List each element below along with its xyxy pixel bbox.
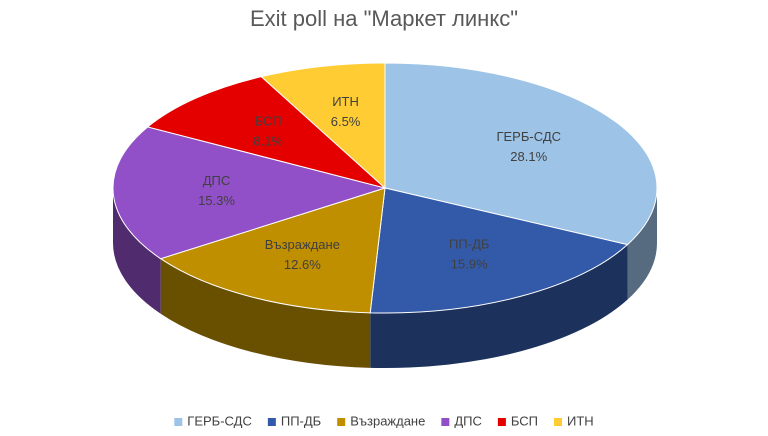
slice-side: [113, 188, 161, 314]
slice-value-label: 12.6%: [284, 257, 321, 272]
legend-label: ПП-ДБ: [281, 413, 321, 428]
legend-swatch: [497, 418, 506, 426]
legend-label: ДПС: [454, 413, 482, 428]
legend-swatch: [174, 418, 183, 426]
slice-value-label: 15.3%: [198, 193, 235, 208]
slice-side: [370, 244, 628, 368]
slice-label: Възраждане: [265, 237, 340, 252]
legend-label: ИТН: [567, 413, 594, 428]
slice-value-label: 6.5%: [331, 114, 361, 129]
legend-swatch: [267, 418, 276, 426]
slice-value-label: 8.1%: [253, 134, 283, 149]
slice: [112, 126, 387, 260]
legend-label: Възраждане: [350, 413, 425, 428]
legend-label: ГЕРБ-СДС: [187, 413, 252, 428]
slice-side: [160, 258, 371, 368]
slice: [384, 62, 658, 246]
slice-label: ИТН: [332, 94, 359, 109]
slice: [146, 76, 386, 189]
slice-value-label: 28.1%: [510, 149, 547, 164]
legend: ГЕРБ-СДС ПП-ДБ Възраждане ДПС БСП ИТН: [174, 413, 594, 428]
slice-label: ГЕРБ-СДС: [496, 129, 561, 144]
legend-swatch: [554, 418, 563, 426]
legend-swatch: [441, 418, 450, 426]
legend-swatch: [337, 418, 346, 426]
slice-side: [627, 188, 657, 300]
slice-value-label: 15.9%: [451, 257, 488, 272]
slice-label: БСП: [254, 114, 281, 129]
slice: [159, 187, 386, 314]
slice: [369, 187, 629, 314]
chart-title: Exit poll на "Маркет линкс": [250, 6, 518, 31]
slice: [260, 62, 386, 190]
slice-label: ДПС: [203, 173, 231, 188]
legend-label: БСП: [511, 413, 538, 428]
slice-label: ПП-ДБ: [449, 237, 489, 252]
